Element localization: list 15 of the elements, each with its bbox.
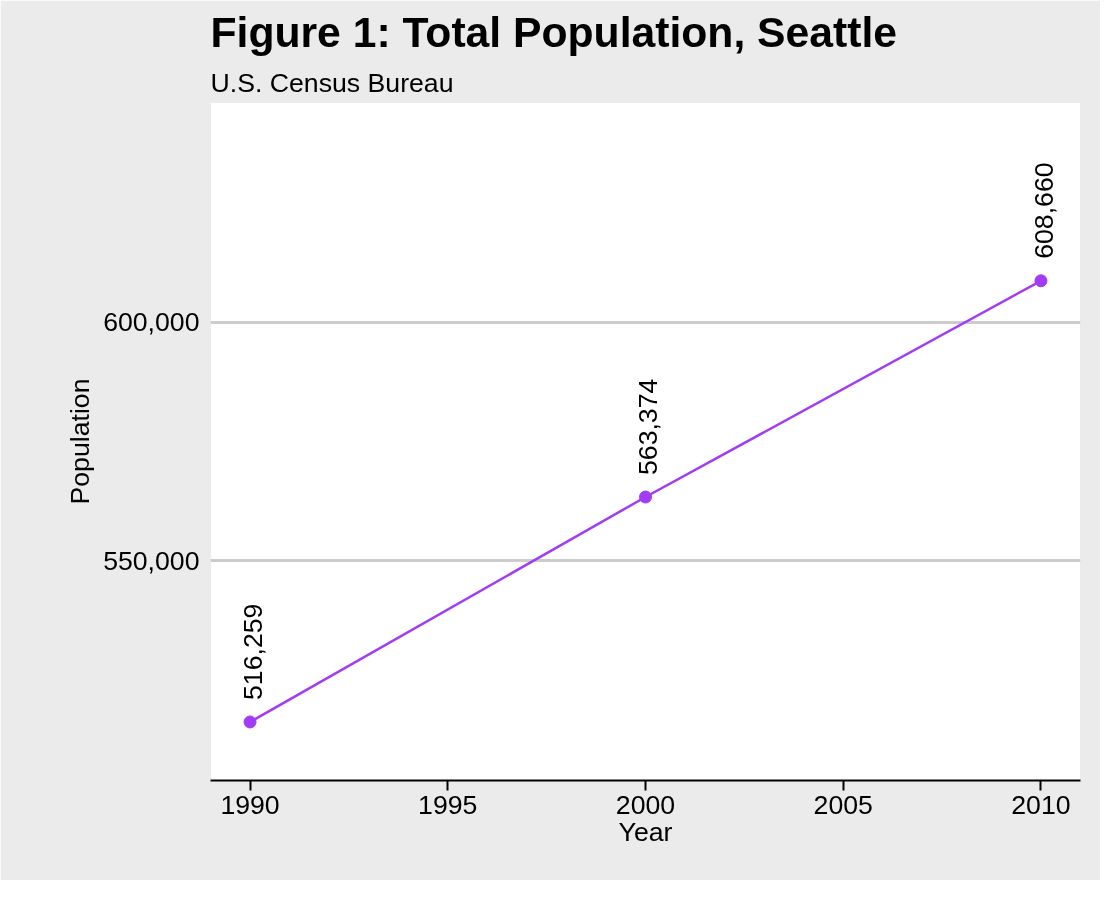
data-label: 516,259 <box>238 603 269 700</box>
y-tick-label: 550,000 <box>103 545 200 576</box>
y-tick-label: 600,000 <box>103 307 200 338</box>
point <box>1034 274 1048 288</box>
x-tick-label: 2005 <box>813 789 873 820</box>
chart-subtitle: U.S. Census Bureau <box>210 67 454 98</box>
y-axis-title: Population <box>65 378 96 505</box>
point <box>243 715 257 729</box>
x-tick-label: 1995 <box>418 789 478 820</box>
x-tick-label: 1990 <box>220 789 280 820</box>
data-label: 563,374 <box>633 378 664 476</box>
chart-title: Figure 1: Total Population, Seattle <box>210 7 897 56</box>
data-label: 608,660 <box>1028 162 1059 259</box>
point <box>639 490 652 504</box>
x-tick-label: 2010 <box>1011 789 1071 820</box>
